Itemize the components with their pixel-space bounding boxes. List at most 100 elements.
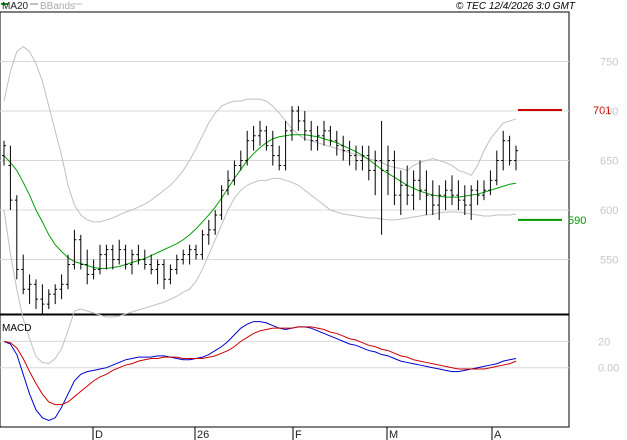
ohlc-bar	[386, 145, 390, 196]
ma20-line	[3, 134, 517, 269]
ohlc-bar	[411, 170, 416, 211]
ohlc-bar	[149, 254, 154, 275]
x-axis-label: F	[295, 429, 302, 440]
bb-lower-line	[3, 177, 517, 365]
header-bar	[0, 0, 627, 12]
price-y-tick-label: 750	[600, 57, 618, 69]
ohlc-bar	[475, 180, 480, 206]
ohlc-bar	[66, 254, 70, 290]
ohlc-bar	[8, 145, 13, 211]
ohlc-bar	[200, 229, 205, 260]
ohlc-bar	[443, 180, 448, 211]
ohlc-bar	[360, 145, 365, 171]
x-axis-label: 26	[197, 429, 209, 440]
ohlc-bar	[488, 170, 493, 196]
ohlc-bar	[110, 244, 115, 270]
ohlc-bar	[373, 150, 378, 196]
ohlc-bar	[296, 106, 301, 131]
ohlc-bar	[277, 145, 282, 171]
ohlc-bar	[14, 195, 19, 280]
ohlc-bar	[315, 125, 320, 151]
ohlc-bar	[334, 130, 339, 156]
resistance-label: 701	[593, 105, 611, 117]
price-grid	[0, 61, 569, 261]
ohlc-bar	[347, 140, 352, 166]
price-panel-frame	[0, 11, 570, 315]
macd-y-tick-label: 0.00	[598, 363, 619, 375]
ohlc-bar	[405, 165, 410, 206]
ohlc-bar	[155, 259, 160, 285]
ohlc-bar	[117, 239, 122, 265]
ohlc-bar	[123, 244, 128, 270]
ohlc-bar	[104, 244, 109, 270]
ohlc-bar	[27, 274, 32, 305]
ohlc-bar	[328, 125, 333, 146]
ohlc-bar	[258, 120, 262, 146]
macd-title: MACD	[2, 323, 31, 334]
support-label: 590	[568, 215, 586, 227]
ohlc-bar	[462, 185, 467, 215]
ma-legend-label: MA20	[2, 1, 29, 12]
ohlc-bar	[168, 264, 173, 285]
ohlc-bar	[264, 125, 269, 151]
ohlc-bar	[136, 244, 141, 265]
ohlc-bar	[424, 170, 429, 215]
price-bars	[2, 106, 518, 314]
ohlc-bar	[245, 130, 250, 166]
price-y-tick-label: 700	[600, 106, 618, 118]
ohlc-bar	[398, 170, 403, 215]
ohlc-bar	[142, 249, 147, 270]
ohlc-bar	[251, 125, 256, 151]
ohlc-bar	[187, 244, 192, 265]
ohlc-bar	[53, 284, 58, 305]
ohlc-bar	[46, 289, 51, 310]
ohlc-bar	[226, 170, 230, 196]
price-y-tick-label: 600	[600, 205, 618, 217]
ohlc-bar	[59, 274, 64, 300]
bollinger-bands	[3, 46, 517, 365]
price-y-axis: 750 700 650 600 550	[600, 57, 618, 267]
ohlc-bar	[213, 210, 218, 235]
ohlc-bar	[392, 150, 397, 206]
ohlc-bar	[270, 130, 275, 166]
x-axis-label: D	[95, 429, 103, 440]
price-levels: 701 590	[518, 105, 611, 227]
macd-panel-frame	[0, 314, 570, 428]
x-axis-label: A	[494, 429, 502, 440]
ohlc-bar	[174, 254, 179, 275]
ohlc-bar	[437, 185, 442, 220]
ohlc-bar	[354, 145, 358, 171]
ohlc-bar	[418, 160, 422, 201]
ohlc-bar	[21, 254, 26, 295]
price-y-tick-label: 550	[600, 255, 618, 267]
copyright-stamp: © TEC 12/4/2026 3:0 GMT	[456, 1, 576, 12]
macd-line	[3, 321, 517, 421]
macd-grid	[0, 340, 569, 369]
ohlc-bar	[2, 140, 6, 166]
ohlc-bar	[206, 219, 211, 245]
ohlc-bar	[162, 259, 166, 290]
ma20-polyline	[3, 134, 517, 269]
ohlc-bar	[366, 145, 371, 181]
ohlc-bar	[40, 284, 45, 314]
ohlc-bar	[322, 120, 326, 146]
ohlc-bar	[130, 249, 134, 275]
macd-lines	[3, 321, 517, 421]
x-axis-label: M	[389, 429, 398, 440]
ohlc-bar	[85, 249, 90, 285]
ohlc-bar	[181, 249, 186, 265]
ohlc-bar	[341, 135, 346, 161]
ohlc-bar	[494, 150, 499, 186]
ohlc-bar	[302, 111, 307, 141]
macd-y-axis: 200.00	[598, 336, 619, 374]
ohlc-bar	[379, 120, 384, 235]
ohlc-bar	[469, 185, 474, 220]
ohlc-bar	[98, 244, 102, 275]
ohlc-bar	[219, 185, 224, 220]
ohlc-bar	[34, 279, 38, 310]
ohlc-bar	[482, 180, 486, 201]
ohlc-bar	[283, 120, 288, 171]
ohlc-bar	[309, 120, 314, 151]
macd-y-tick-label: 20	[598, 336, 610, 348]
